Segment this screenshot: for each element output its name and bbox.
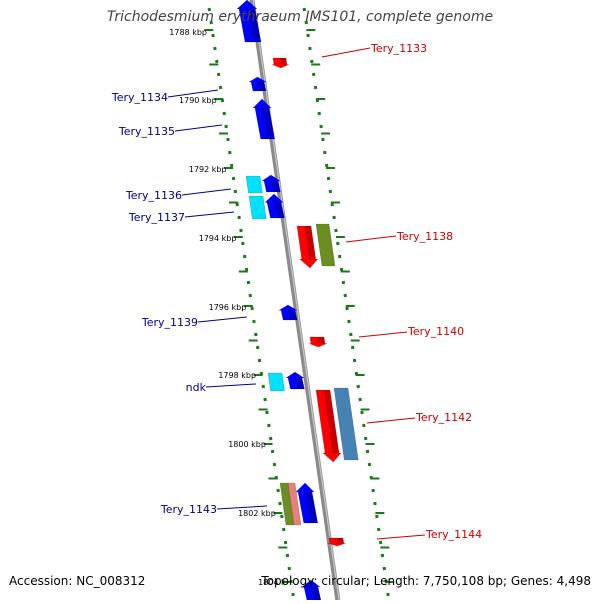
reverse-gene-label: Tery_1142 bbox=[415, 411, 472, 424]
forward-gene-label: Tery_1137 bbox=[128, 211, 185, 224]
forward-leader-line bbox=[182, 189, 231, 195]
forward-gene-label: Tery_1143 bbox=[160, 503, 217, 516]
scale-label: 1788 kbp bbox=[169, 28, 207, 37]
scale-label: 1792 kbp bbox=[189, 165, 227, 174]
scale-label: 1802 kbp bbox=[238, 509, 276, 518]
scale-label: 1800 kbp bbox=[228, 440, 266, 449]
forward-leader-line bbox=[175, 125, 222, 131]
gene-tery-1137-cyan bbox=[249, 196, 266, 219]
reverse-gene-label: Tery_1133 bbox=[370, 42, 427, 55]
gene-tery-1144-shade bbox=[337, 538, 344, 543]
forward-gene-label: Tery_1139 bbox=[141, 316, 198, 329]
forward-gene-label: Tery_1134 bbox=[111, 91, 168, 104]
accession-text: Accession: NC_008312 bbox=[9, 574, 145, 588]
reverse-leader-line bbox=[359, 332, 407, 337]
genome-title: Trichodesmium erythraeum IMS101, complet… bbox=[0, 9, 600, 25]
reverse-leader-line bbox=[377, 535, 425, 539]
reverse-leader-line bbox=[367, 418, 415, 423]
reverse-gene-label: Tery_1144 bbox=[425, 528, 482, 541]
gene-tery-1133-shade bbox=[280, 58, 287, 65]
reverse-leader-line bbox=[346, 236, 396, 242]
scale-label: 1796 kbp bbox=[209, 303, 247, 312]
forward-gene-label: Tery_1136 bbox=[125, 189, 182, 202]
forward-gene-label: Tery_1135 bbox=[118, 125, 175, 138]
reverse-gene-label: Tery_1140 bbox=[407, 325, 464, 338]
gene-tery-1138-green bbox=[316, 224, 335, 266]
forward-leader-line bbox=[185, 212, 234, 217]
gene-ndk bbox=[268, 373, 285, 391]
forward-gene-label: ndk bbox=[186, 381, 207, 394]
genome-summary: Topology: circular; Length: 7,750,108 bp… bbox=[261, 574, 591, 588]
gene-tery-1140-shade bbox=[318, 337, 325, 344]
scale-label: 1794 kbp bbox=[199, 234, 237, 243]
reverse-gene-label: Tery_1138 bbox=[396, 230, 453, 243]
gene-tery-1136-cyan bbox=[246, 176, 262, 193]
scale-label: 1798 kbp bbox=[218, 371, 256, 380]
scale-label: 1790 kbp bbox=[179, 96, 217, 105]
forward-leader-line bbox=[206, 384, 256, 387]
forward-leader-line bbox=[198, 317, 247, 322]
reverse-leader-line bbox=[322, 48, 370, 57]
